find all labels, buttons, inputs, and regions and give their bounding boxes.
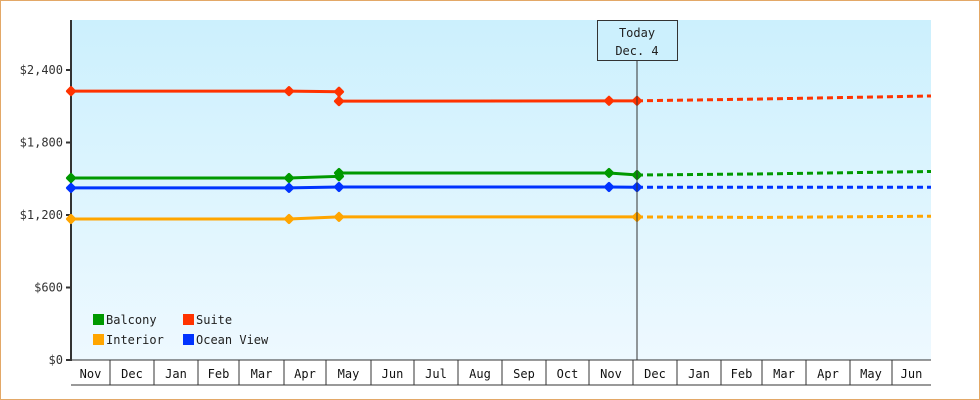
y-tick-label: $1,200 bbox=[20, 208, 63, 222]
x-tick-label: Nov bbox=[600, 367, 622, 381]
legend-swatch bbox=[183, 314, 194, 325]
x-tick-label: Dec bbox=[121, 367, 143, 381]
today-label: Today bbox=[619, 26, 655, 40]
data-point-marker[interactable] bbox=[65, 213, 77, 225]
series-balcony bbox=[65, 167, 932, 184]
x-tick-label: Jan bbox=[688, 367, 710, 381]
y-axis: $0 $600 $1,200 $1,800 $2,400 bbox=[20, 20, 72, 367]
series-ocean-view bbox=[65, 181, 931, 193]
data-point-marker[interactable] bbox=[333, 211, 345, 222]
x-tick-label: Sep bbox=[513, 367, 535, 381]
y-tick-label: $0 bbox=[49, 353, 63, 367]
x-tick-label: May bbox=[338, 367, 360, 381]
data-point-marker[interactable] bbox=[283, 85, 295, 97]
x-tick-label: Dec bbox=[644, 367, 666, 381]
x-tick-label: May bbox=[860, 367, 882, 381]
y-tick-label: $1,800 bbox=[20, 136, 63, 150]
legend-item-ocean-view[interactable]: Ocean View bbox=[183, 333, 269, 347]
data-point-marker[interactable] bbox=[333, 96, 345, 107]
data-point-marker[interactable] bbox=[333, 86, 345, 97]
legend-label: Ocean View bbox=[196, 333, 269, 347]
legend-label: Suite bbox=[196, 313, 232, 327]
x-tick-label: Mar bbox=[773, 367, 795, 381]
legend: Balcony Suite Interior Ocean View bbox=[93, 313, 269, 347]
series-suite bbox=[65, 85, 932, 107]
series-layer bbox=[65, 85, 932, 225]
x-tick-label: Aug bbox=[469, 367, 491, 381]
x-tick-label: Feb bbox=[208, 367, 230, 381]
x-tick-label: Mar bbox=[251, 367, 273, 381]
legend-swatch bbox=[93, 314, 104, 325]
data-point-marker[interactable] bbox=[283, 172, 295, 184]
today-marker: Today Dec. 4 bbox=[597, 20, 678, 360]
y-tick-label: $2,400 bbox=[20, 63, 63, 77]
x-tick-label: Oct bbox=[557, 367, 579, 381]
legend-item-balcony[interactable]: Balcony bbox=[93, 313, 157, 327]
data-point-marker[interactable] bbox=[65, 182, 77, 193]
legend-label: Balcony bbox=[106, 313, 157, 327]
x-tick-label: Nov bbox=[80, 367, 102, 381]
x-tick-label: Jan bbox=[165, 367, 187, 381]
x-tick-label: Jun bbox=[382, 367, 404, 381]
x-tick-label: Feb bbox=[731, 367, 753, 381]
data-point-marker[interactable] bbox=[283, 213, 295, 225]
data-point-marker[interactable] bbox=[65, 172, 77, 184]
legend-swatch bbox=[93, 334, 104, 345]
y-tick-label: $600 bbox=[34, 281, 63, 295]
legend-label: Interior bbox=[106, 333, 164, 347]
legend-item-interior[interactable]: Interior bbox=[93, 333, 164, 347]
x-tick-label: Apr bbox=[817, 367, 839, 381]
x-tick-label: Jun bbox=[901, 367, 923, 381]
x-tick-label: Jul bbox=[425, 367, 447, 381]
data-point-marker[interactable] bbox=[603, 181, 615, 193]
data-point-marker[interactable] bbox=[603, 95, 615, 106]
x-axis: Nov Dec Jan Feb Mar Apr May Jun Jul Aug Sep Oct Nov D… bbox=[71, 359, 931, 386]
legend-item-suite[interactable]: Suite bbox=[183, 313, 232, 327]
today-date: Dec. 4 bbox=[615, 44, 658, 58]
legend-swatch bbox=[183, 334, 194, 345]
x-tick-label: Apr bbox=[294, 367, 316, 381]
data-point-marker[interactable] bbox=[65, 85, 77, 97]
data-point-marker[interactable] bbox=[333, 167, 345, 178]
plot-area bbox=[71, 20, 931, 360]
data-point-marker[interactable] bbox=[283, 182, 295, 193]
data-point-marker[interactable] bbox=[603, 167, 615, 178]
data-point-marker[interactable] bbox=[333, 181, 345, 193]
